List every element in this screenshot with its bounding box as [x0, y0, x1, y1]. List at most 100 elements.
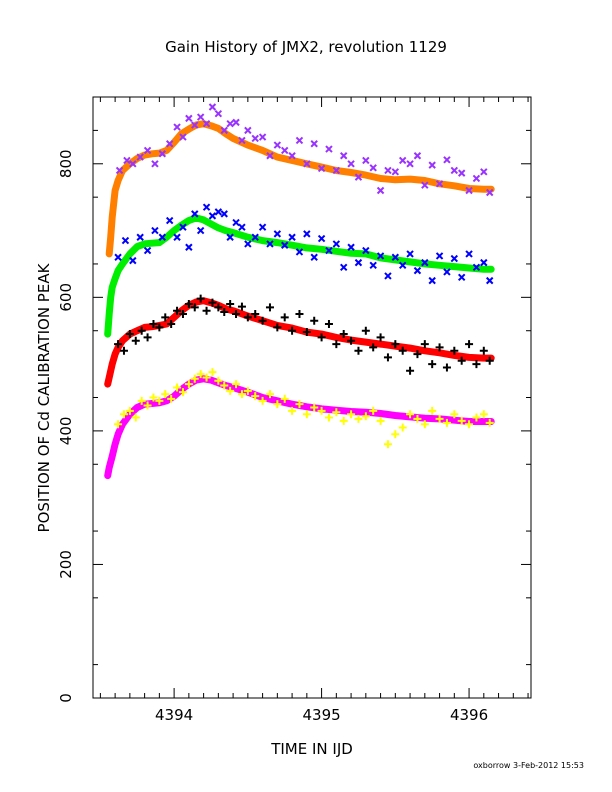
- data-point: [339, 330, 348, 339]
- data-point: [155, 323, 164, 332]
- data-point: [191, 210, 199, 218]
- curve-point: [109, 453, 116, 460]
- data-point: [179, 133, 187, 141]
- data-point: [196, 370, 205, 379]
- data-point: [465, 186, 473, 195]
- data-point: [413, 350, 422, 359]
- data-point: [243, 386, 252, 395]
- data-point: [258, 396, 267, 405]
- data-point: [273, 230, 282, 238]
- data-point: [137, 396, 146, 405]
- data-point: [332, 166, 341, 175]
- data-point: [143, 246, 152, 255]
- data-point: [310, 403, 319, 412]
- data-point: [295, 310, 304, 319]
- data-point: [295, 400, 304, 409]
- data-point: [251, 134, 259, 143]
- data-point: [226, 233, 234, 241]
- data-point: [258, 133, 267, 141]
- footer-credit: oxborrow 3-Feb-2012 15:53: [473, 761, 584, 770]
- data-point: [273, 400, 282, 409]
- data-point: [295, 248, 304, 256]
- axis-layer: 4394 4395 4396 0 200 400 600 800: [57, 97, 531, 724]
- data-point: [196, 113, 205, 121]
- data-point: [339, 263, 348, 271]
- data-point: [354, 414, 363, 423]
- data-point: [435, 414, 444, 423]
- data-point: [265, 303, 274, 312]
- data-point: [232, 310, 241, 319]
- data-point: [383, 440, 392, 449]
- series-layer: [104, 103, 495, 480]
- data-point: [472, 174, 481, 183]
- curve-point: [107, 234, 114, 241]
- curve-point: [112, 441, 119, 448]
- data-point: [384, 166, 392, 175]
- data-point: [428, 161, 436, 169]
- data-point: [465, 250, 473, 258]
- data-point: [406, 366, 415, 375]
- data-point: [243, 313, 252, 322]
- data-point: [244, 126, 252, 135]
- x-tick-label: 4395: [302, 706, 340, 724]
- x-tick-label: 4394: [155, 706, 193, 724]
- data-point: [143, 333, 152, 342]
- data-point: [178, 388, 187, 397]
- chart-title: Gain History of JMX2, revolution 1129: [165, 38, 447, 56]
- data-point: [131, 413, 140, 422]
- data-point: [265, 390, 274, 399]
- data-point: [125, 406, 134, 415]
- fit-curve: [104, 297, 495, 388]
- data-point: [457, 169, 466, 177]
- data-point: [398, 346, 407, 355]
- data-point: [258, 223, 267, 231]
- y-tick-label: 600: [57, 283, 75, 312]
- data-point: [485, 356, 494, 365]
- data-point: [450, 410, 459, 419]
- data-point: [149, 393, 158, 402]
- data-point: [347, 410, 356, 419]
- data-point: [155, 396, 164, 405]
- data-point: [273, 323, 282, 332]
- data-point: [114, 420, 123, 429]
- data-point: [332, 408, 341, 417]
- data-point: [420, 420, 429, 429]
- data-point: [317, 164, 326, 173]
- data-point: [428, 276, 436, 285]
- x-axis-label: TIME IN IJD: [270, 740, 353, 758]
- data-point: [202, 203, 211, 211]
- data-point: [251, 392, 260, 401]
- data-point: [214, 303, 223, 312]
- data-point: [406, 410, 415, 419]
- data-point: [479, 410, 488, 419]
- data-point: [398, 156, 407, 165]
- data-point: [196, 294, 205, 303]
- data-point: [472, 263, 481, 271]
- data-point: [143, 401, 152, 410]
- data-point: [485, 418, 494, 427]
- data-point: [114, 340, 123, 349]
- data-point: [465, 420, 474, 429]
- data-point: [191, 121, 199, 129]
- data-point: [354, 346, 363, 355]
- curve-point: [106, 374, 113, 381]
- data-point: [303, 160, 311, 168]
- data-point: [214, 208, 223, 216]
- data-point: [184, 380, 193, 389]
- data-point: [214, 376, 223, 385]
- data-point: [258, 316, 267, 325]
- data-point: [237, 302, 246, 311]
- data-point: [376, 416, 385, 425]
- data-point: [435, 252, 444, 260]
- data-point: [161, 313, 170, 322]
- data-point: [137, 326, 146, 335]
- data-point: [280, 313, 289, 322]
- data-point: [220, 381, 229, 390]
- data-point: [302, 328, 311, 337]
- data-point: [251, 233, 259, 241]
- data-point: [369, 164, 377, 172]
- data-point: [237, 390, 246, 399]
- data-point: [443, 156, 451, 164]
- data-point: [158, 233, 167, 241]
